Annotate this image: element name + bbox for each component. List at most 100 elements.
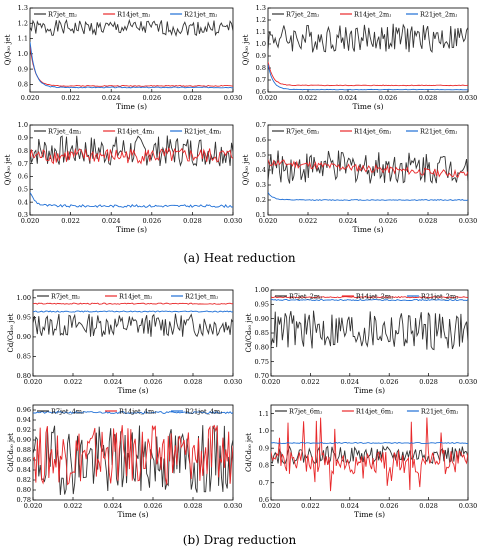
y-tick-label: 0.7 (259, 479, 269, 487)
x-tick-label: 0.030 (224, 94, 243, 102)
y-tick-label: 1.3 (18, 4, 28, 12)
legend-label: R21jet_mⱼ (184, 10, 217, 18)
x-tick-label: 0.026 (144, 378, 163, 386)
x-tick-label: 0.028 (184, 378, 203, 386)
y-tick-label: 1.1 (18, 35, 28, 43)
x-tick-label: 0.024 (340, 502, 359, 510)
x-axis-label: Time (s) (352, 225, 383, 234)
legend-label: R14jet_mⱼ (117, 10, 150, 18)
y-tick-label: 0.4 (256, 166, 266, 174)
x-axis-label: Time (s) (352, 102, 383, 111)
x-axis-label: Time (s) (117, 386, 148, 395)
y-tick-label: 0.6 (18, 173, 28, 181)
x-tick-label: 0.026 (142, 217, 161, 225)
y-tick-label: 0.70 (255, 372, 269, 380)
x-tick-label: 0.030 (459, 217, 478, 225)
series-line-r7 (268, 23, 468, 54)
x-tick-label: 0.020 (24, 502, 43, 510)
y-tick-label: 0.5 (256, 151, 266, 159)
chart-panel-3: 0.020 0.022 0.024 0.026 0.028 0.030 0.3 0.4 0.5 0… (4, 121, 242, 234)
y-axis-label: Cd/Cd₀₀ jet (245, 433, 253, 472)
x-tick-label: 0.024 (102, 94, 121, 102)
x-tick-label: 0.030 (459, 502, 478, 510)
series-line-r14 (271, 296, 468, 299)
y-tick-label: 0.6 (256, 136, 266, 144)
legend-label: R7jet_2mⱼ (289, 292, 322, 300)
x-tick-label: 0.024 (339, 217, 358, 225)
y-axis-label: Cd/Cd₀₀ jet (7, 433, 15, 472)
legend-label: R7jet_4mⱼ (51, 407, 84, 415)
y-tick-label: 0.7 (256, 76, 266, 84)
x-tick-label: 0.024 (104, 502, 123, 510)
plot-frame (29, 7, 234, 93)
legend-label: R14jet_6mⱼ (354, 127, 391, 135)
legend-label: R7jet_mⱼ (51, 292, 80, 300)
plot-frame (29, 124, 234, 216)
legend-label: R21jet_mⱼ (185, 292, 218, 300)
y-tick-label: 0.84 (17, 466, 31, 474)
y-tick-label: 0.8 (18, 81, 28, 89)
y-tick-label: 0.90 (255, 315, 269, 323)
plot-frame (270, 404, 469, 501)
y-axis-label: Q/Q₀₀ jet (4, 34, 12, 65)
drag-caption-text: Drag reduction (203, 533, 297, 547)
x-tick-label: 0.022 (61, 217, 80, 225)
series-line-r14 (33, 302, 233, 305)
series-line-r7 (268, 150, 468, 184)
y-tick-label: 0.85 (17, 353, 31, 361)
y-tick-label: 0.80 (255, 344, 269, 352)
x-tick-label: 0.026 (379, 217, 398, 225)
y-tick-label: 1.3 (256, 4, 266, 12)
series-line-r7 (30, 18, 233, 37)
y-tick-label: 0.3 (256, 181, 266, 189)
series-line-r7 (271, 310, 468, 351)
y-tick-label: 0.94 (17, 416, 31, 424)
heat-caption-label: (a) (183, 251, 200, 265)
y-tick-label: 0.82 (17, 476, 31, 484)
chart-panel-6: 0.020 0.022 0.024 0.026 0.028 0.030 0.70 0.75 0.… (245, 286, 477, 395)
x-tick-label: 0.024 (102, 217, 121, 225)
x-axis-label: Time (s) (354, 510, 385, 519)
y-tick-label: 1.2 (18, 19, 28, 27)
x-tick-label: 0.020 (262, 502, 281, 510)
y-tick-label: 1.1 (259, 410, 269, 418)
x-tick-label: 0.030 (224, 502, 243, 510)
x-tick-label: 0.020 (21, 217, 40, 225)
series-line-r14 (271, 417, 468, 492)
x-tick-label: 0.020 (259, 217, 278, 225)
series-line-r21 (30, 192, 233, 209)
chart-panel-8: 0.020 0.022 0.024 0.026 0.028 0.030 0.6 0.7 0.8 0… (245, 404, 478, 519)
y-axis-label: Cd/Cd₀₀ jet (245, 313, 253, 352)
y-tick-label: 1.1 (256, 28, 266, 36)
series-line-r21 (268, 192, 468, 201)
y-tick-label: 1.00 (17, 294, 31, 302)
legend-label: R14jet_2mⱼ (354, 10, 391, 18)
x-axis-label: Time (s) (117, 510, 148, 519)
x-tick-label: 0.028 (183, 217, 202, 225)
series-line-r21 (33, 410, 233, 415)
plot-frame (32, 289, 234, 377)
chart-panel-5: 0.020 0.022 0.024 0.026 0.028 0.030 0.80 0.85 0.… (7, 289, 242, 395)
y-tick-label: 1.0 (259, 427, 269, 435)
y-tick-label: 0.8 (18, 147, 28, 155)
series-line-r14 (33, 424, 233, 486)
heat-caption: (a) Heat reduction (0, 251, 479, 265)
legend-label: R21jet_4mⱼ (184, 127, 221, 135)
series-line-r14 (30, 46, 233, 87)
series-line-r7 (33, 313, 233, 338)
y-tick-label: 0.80 (17, 372, 31, 380)
x-tick-label: 0.022 (301, 502, 320, 510)
plot-frame (267, 7, 469, 93)
y-axis-label: Q/Q₀₀ jet (242, 34, 250, 65)
series-line-r21 (33, 310, 233, 313)
y-tick-label: 0.3 (18, 211, 28, 219)
x-tick-label: 0.026 (379, 94, 398, 102)
x-tick-label: 0.022 (299, 217, 318, 225)
y-axis-label: Cd/Cd₀₀ jet (7, 313, 15, 352)
y-tick-label: 0.4 (18, 198, 28, 206)
y-axis-label: Q/Q₀₀ jet (4, 154, 12, 185)
x-tick-label: 0.020 (259, 94, 278, 102)
legend-label: R21jet_2mⱼ (421, 292, 458, 300)
y-tick-label: 0.78 (17, 496, 31, 504)
heat-caption-text: Heat reduction (203, 251, 296, 265)
